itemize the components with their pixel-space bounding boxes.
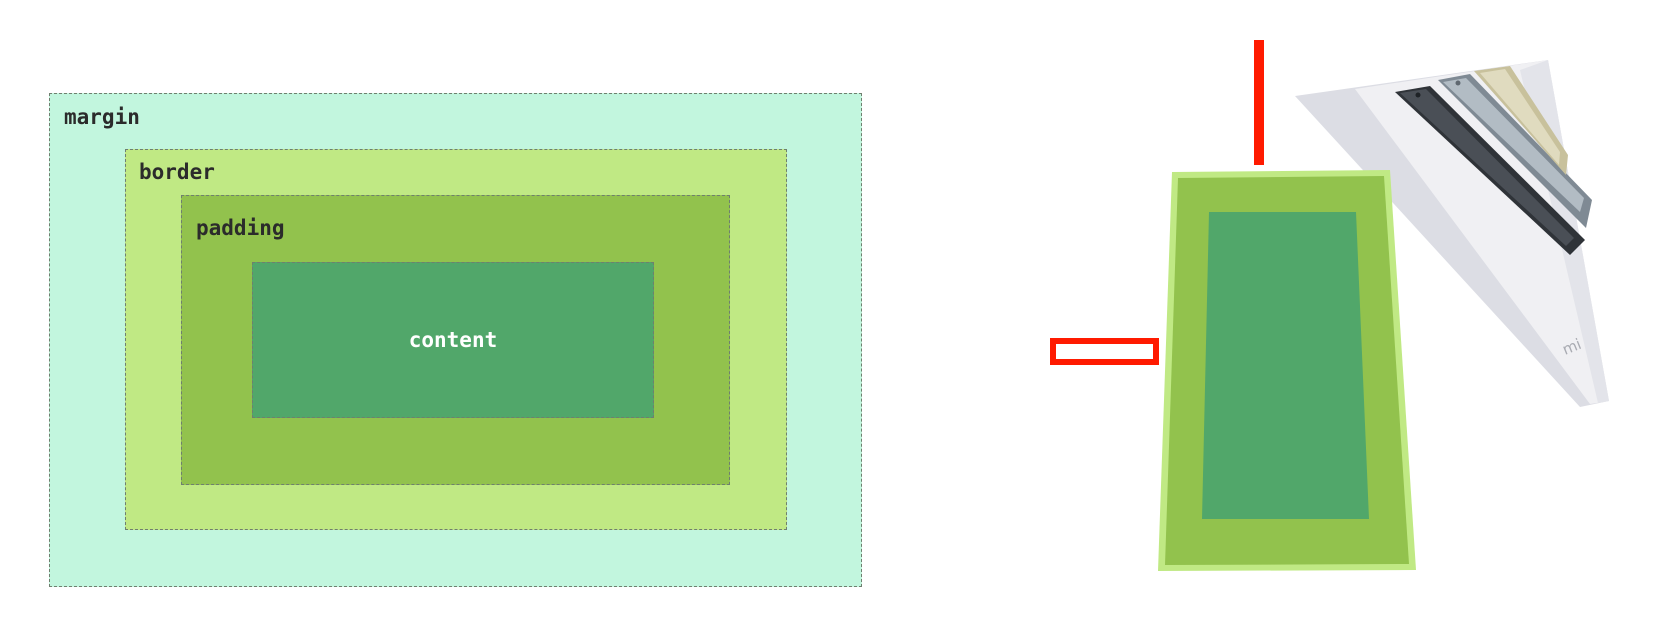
content-box <box>252 262 654 418</box>
packaging-phone-images <box>1395 66 1592 255</box>
phone-box-illustration: mi <box>1158 60 1609 571</box>
top-margin-marker <box>1254 40 1264 165</box>
phone-content-layer <box>1202 212 1369 519</box>
packaging-logo: mi <box>1560 335 1584 359</box>
padding-label: padding <box>196 216 285 240</box>
phone-box-model <box>1158 170 1416 571</box>
phone-packaging: mi <box>1295 60 1609 407</box>
content-label: content <box>408 328 498 352</box>
border-label: border <box>139 160 215 184</box>
side-margin-marker <box>1050 338 1159 365</box>
margin-label: margin <box>64 105 140 129</box>
